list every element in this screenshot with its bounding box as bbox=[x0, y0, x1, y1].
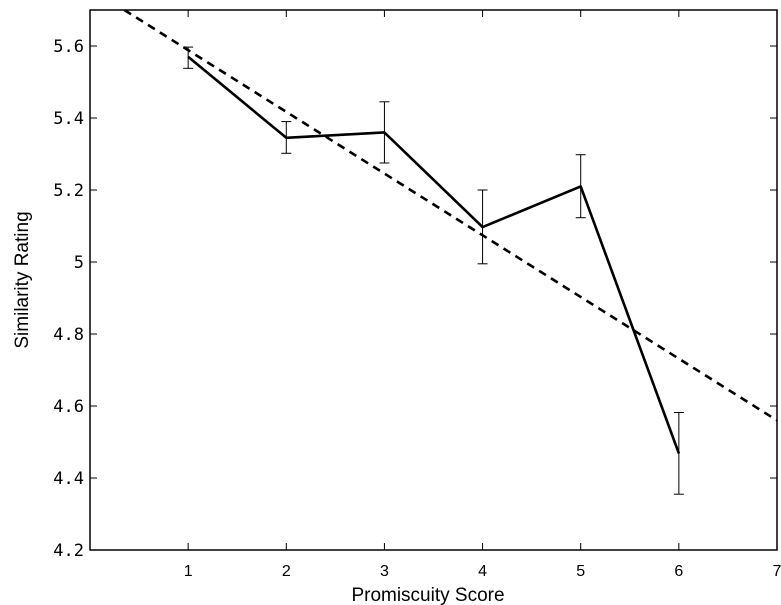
x-tick-label: 2 bbox=[282, 563, 291, 580]
x-axis-label: Promiscuity Score bbox=[351, 585, 504, 605]
y-tick-label: 4.6 bbox=[53, 397, 84, 417]
y-tick-label: 4.8 bbox=[53, 325, 84, 345]
x-tick-label: 1 bbox=[184, 563, 193, 580]
x-tick-label: 5 bbox=[576, 563, 585, 580]
y-tick-label: 5.4 bbox=[53, 109, 84, 129]
y-tick-label: 5.6 bbox=[53, 37, 84, 57]
plot-area bbox=[123, 10, 777, 495]
y-axis: 4.2 4.4 4.6 4.8 5 5.2 5.4 5.6 bbox=[53, 37, 777, 561]
trend-line bbox=[123, 10, 777, 422]
x-tick-label: 6 bbox=[674, 563, 683, 580]
y-axis-label: Similarity Rating bbox=[12, 211, 33, 348]
y-tick-label: 4.4 bbox=[53, 469, 84, 489]
x-tick-label: 4 bbox=[478, 563, 487, 580]
x-tick-label: 7 bbox=[773, 563, 781, 580]
x-axis: 1 2 3 4 5 6 7 bbox=[184, 10, 781, 580]
y-tick-label: 4.2 bbox=[53, 541, 84, 561]
series-line bbox=[187, 55, 681, 454]
y-tick-label: 5.2 bbox=[53, 181, 84, 201]
x-tick-label: 3 bbox=[380, 563, 389, 580]
y-tick-label: 5 bbox=[74, 253, 84, 273]
plot-frame bbox=[89, 9, 778, 551]
